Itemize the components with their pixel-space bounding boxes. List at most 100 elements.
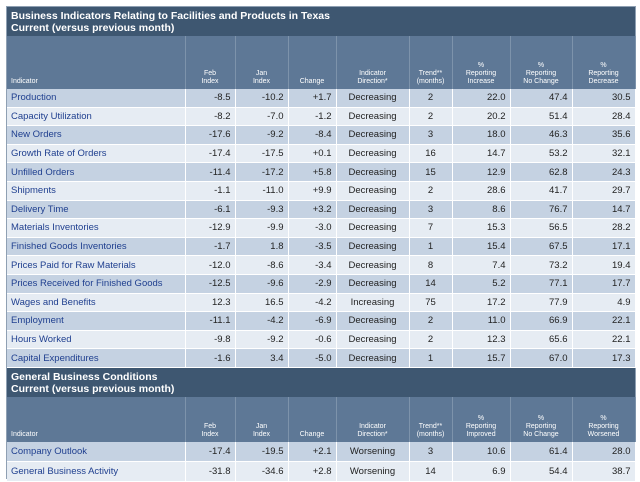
table-row: Company Outlook -17.4 -19.5 +2.1 Worsening 3 1… xyxy=(7,441,636,462)
cell-indicator-name[interactable]: Materials Inventories xyxy=(7,218,186,238)
cell-direction: Worsening xyxy=(336,441,410,462)
cell-trend: 14 xyxy=(409,274,453,294)
table-row: Materials Inventories -12.9 -9.9 -3.0 Decrea… xyxy=(7,218,636,238)
cell-pct-last: 17.7 xyxy=(572,274,636,294)
cell-change: -3.0 xyxy=(288,218,337,238)
cell-pct-first: 12.9 xyxy=(452,162,511,182)
cell-indicator-name[interactable]: Finished Goods Inventories xyxy=(7,237,186,257)
cell-pct-no-change: 41.7 xyxy=(510,181,573,201)
column-header-jan-index: Jan Index xyxy=(235,396,289,442)
cell-jan-index: -9.2 xyxy=(235,125,289,145)
cell-pct-no-change: 76.7 xyxy=(510,200,573,220)
cell-jan-index: -34.6 xyxy=(235,461,289,482)
cell-pct-last: 38.7 xyxy=(572,461,636,482)
table-row: Wages and Benefits 12.3 16.5 -4.2 Increasing… xyxy=(7,293,636,313)
cell-indicator-name[interactable]: Company Outlook xyxy=(7,441,186,462)
cell-pct-last: 17.1 xyxy=(572,237,636,257)
cell-direction: Decreasing xyxy=(336,311,410,331)
cell-indicator-name[interactable]: Employment xyxy=(7,311,186,331)
column-header-indicator: Indicator xyxy=(7,396,186,442)
cell-trend: 14 xyxy=(409,461,453,482)
cell-feb-index: -12.5 xyxy=(185,274,236,294)
cell-pct-last: 22.1 xyxy=(572,330,636,350)
table-row: General Business Activity -31.8 -34.6 +2.8 W… xyxy=(7,461,636,482)
cell-feb-index: -1.6 xyxy=(185,348,236,368)
table-row: New Orders -17.6 -9.2 -8.4 Decreasing 3 18.0 46… xyxy=(7,125,636,145)
column-header-jan-index: Jan Index xyxy=(235,36,289,89)
section2-body: Company Outlook -17.4 -19.5 +2.1 Worsening 3 1… xyxy=(7,441,636,482)
column-header-pct-no-change: % Reporting No Change xyxy=(510,36,573,89)
cell-pct-no-change: 77.9 xyxy=(510,293,573,313)
cell-change: -0.6 xyxy=(288,330,337,350)
cell-pct-no-change: 66.9 xyxy=(510,311,573,331)
cell-indicator-name[interactable]: Growth Rate of Orders xyxy=(7,144,186,164)
table-row: Delivery Time -6.1 -9.3 +3.2 Decreasing 3 8.6 7… xyxy=(7,200,636,220)
table-row: Unfilled Orders -11.4 -17.2 +5.8 Decreasing 1… xyxy=(7,162,636,182)
cell-jan-index: -8.6 xyxy=(235,255,289,275)
table-row: Prices Received for Finished Goods -12.5-… xyxy=(7,274,636,294)
table-row: Capital Expenditures -1.6 3.4 -5.0 Decreasin… xyxy=(7,348,636,368)
cell-pct-no-change: 47.4 xyxy=(510,89,573,108)
cell-feb-index: -1.1 xyxy=(185,181,236,201)
cell-change: +2.8 xyxy=(288,461,337,482)
cell-jan-index: -9.9 xyxy=(235,218,289,238)
cell-direction: Decreasing xyxy=(336,274,410,294)
cell-trend: 2 xyxy=(409,311,453,331)
cell-feb-index: -31.8 xyxy=(185,461,236,482)
column-header-pct-no-change: % Reporting No Change xyxy=(510,396,573,442)
cell-jan-index: 3.4 xyxy=(235,348,289,368)
cell-change: -6.9 xyxy=(288,311,337,331)
cell-pct-first: 5.2 xyxy=(452,274,511,294)
cell-indicator-name[interactable]: Wages and Benefits xyxy=(7,293,186,313)
cell-jan-index: -17.2 xyxy=(235,162,289,182)
general-business-table: Indicator Feb Index Jan Index Change Indic… xyxy=(7,396,636,482)
column-header-change: Change xyxy=(288,396,337,442)
cell-pct-no-change: 65.6 xyxy=(510,330,573,350)
cell-direction: Decreasing xyxy=(336,200,410,220)
cell-pct-no-change: 46.3 xyxy=(510,125,573,145)
cell-pct-first: 15.3 xyxy=(452,218,511,238)
cell-direction: Decreasing xyxy=(336,237,410,257)
cell-pct-no-change: 54.4 xyxy=(510,461,573,482)
cell-indicator-name[interactable]: Hours Worked xyxy=(7,330,186,350)
cell-indicator-name[interactable]: New Orders xyxy=(7,125,186,145)
cell-direction: Decreasing xyxy=(336,144,410,164)
cell-jan-index: 1.8 xyxy=(235,237,289,257)
cell-feb-index: -8.5 xyxy=(185,89,236,108)
cell-feb-index: -11.4 xyxy=(185,162,236,182)
cell-direction: Decreasing xyxy=(336,89,410,108)
section1-subtitle: Current (versus previous month) xyxy=(11,22,175,34)
section2-column-headers: Indicator Feb Index Jan Index Change Indic… xyxy=(7,396,636,442)
cell-change: -8.4 xyxy=(288,125,337,145)
cell-jan-index: -9.2 xyxy=(235,330,289,350)
cell-indicator-name[interactable]: Shipments xyxy=(7,181,186,201)
table-row: Shipments -1.1 -11.0 +9.9 Decreasing 2 28.6 41.… xyxy=(7,181,636,201)
section1-header: Business Indicators Relating to Faciliti… xyxy=(7,7,635,36)
cell-feb-index: 12.3 xyxy=(185,293,236,313)
table-row: Production -8.5 -10.2 +1.7 Decreasing 2 22.0 47… xyxy=(7,89,636,108)
cell-indicator-name[interactable]: Production xyxy=(7,89,186,108)
cell-trend: 2 xyxy=(409,107,453,127)
column-header-direction: Indicator Direction* xyxy=(336,396,410,442)
column-header-direction: Indicator Direction* xyxy=(336,36,410,89)
cell-pct-first: 10.6 xyxy=(452,441,511,462)
cell-pct-no-change: 67.0 xyxy=(510,348,573,368)
cell-indicator-name[interactable]: Capacity Utilization xyxy=(7,107,186,127)
cell-indicator-name[interactable]: Prices Received for Finished Goods xyxy=(7,274,186,294)
cell-direction: Decreasing xyxy=(336,181,410,201)
cell-indicator-name[interactable]: Capital Expenditures xyxy=(7,348,186,368)
cell-pct-no-change: 53.2 xyxy=(510,144,573,164)
cell-feb-index: -12.0 xyxy=(185,255,236,275)
cell-change: -3.5 xyxy=(288,237,337,257)
column-header-pct-decrease: % Reporting Decrease xyxy=(572,36,636,89)
cell-indicator-name[interactable]: Unfilled Orders xyxy=(7,162,186,182)
cell-indicator-name[interactable]: Prices Paid for Raw Materials xyxy=(7,255,186,275)
cell-direction: Decreasing xyxy=(336,162,410,182)
facilities-products-table: Indicator Feb Index Jan Index Change Indic… xyxy=(7,36,636,368)
cell-feb-index: -17.4 xyxy=(185,144,236,164)
cell-pct-first: 6.9 xyxy=(452,461,511,482)
cell-indicator-name[interactable]: Delivery Time xyxy=(7,200,186,220)
cell-indicator-name[interactable]: General Business Activity xyxy=(7,461,186,482)
cell-change: +0.1 xyxy=(288,144,337,164)
cell-jan-index: -11.0 xyxy=(235,181,289,201)
